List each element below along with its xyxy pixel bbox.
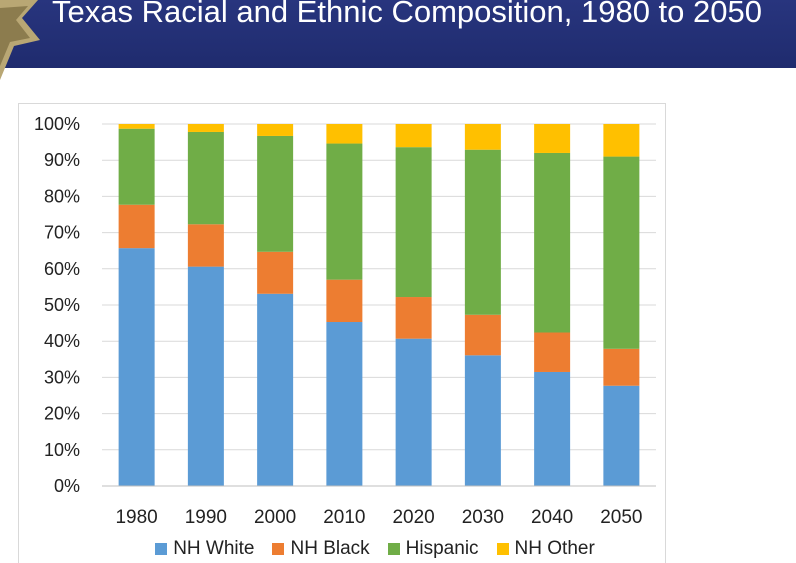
legend-swatch: [272, 543, 285, 555]
legend-item: NH White: [155, 538, 254, 560]
y-tick-label: 100%: [34, 114, 80, 134]
x-tick-label: 1980: [115, 507, 157, 528]
bar-segment-nh-other: [187, 124, 224, 132]
bar-segment-nh-other: [326, 124, 363, 144]
bar-segment-nh-black: [395, 297, 432, 339]
bar-segment-nh-black: [257, 251, 294, 294]
slide-title: Texas Racial and Ethnic Composition, 198…: [52, 0, 762, 29]
legend-label: NH White: [173, 538, 255, 559]
y-tick-label: 30%: [44, 367, 80, 387]
legend-label: NH Other: [514, 538, 595, 559]
star-logo-icon: [0, 0, 40, 80]
bar-segment-nh-white: [464, 355, 501, 486]
chart-frame: [18, 103, 666, 563]
x-tick-label: 2030: [462, 507, 504, 528]
bar-segment-nh-white: [187, 266, 224, 486]
legend-item: NH Other: [496, 538, 595, 560]
stacked-bar-chart: 0% 10% 20% 30% 40% 50% 60% 70% 80% 90% 100% 1980 199…: [34, 114, 656, 528]
x-tick-label: 1990: [185, 507, 227, 528]
bar-segment-nh-other: [534, 124, 571, 153]
bar-segment-nh-black: [464, 314, 501, 356]
bar-segment-nh-black: [603, 348, 640, 386]
y-tick-label: 50%: [44, 295, 80, 315]
bar-segment-nh-white: [118, 248, 155, 486]
legend-swatch: [387, 543, 400, 555]
bar-segment-hispanic: [395, 147, 432, 298]
bar-segment-nh-black: [326, 279, 363, 323]
bar-segment-hispanic: [187, 131, 224, 225]
y-tick-label: 20%: [44, 404, 80, 424]
bar-segment-nh-white: [534, 371, 571, 486]
y-tick-label: 60%: [44, 259, 80, 279]
bar-segment-hispanic: [464, 149, 501, 315]
x-tick-label: 2000: [254, 507, 296, 528]
y-tick-label: 10%: [44, 440, 80, 460]
bar-segment-nh-other: [395, 124, 432, 148]
bar-segment-hispanic: [257, 135, 294, 252]
y-tick-label: 0%: [54, 476, 80, 496]
x-tick-label: 2040: [531, 507, 573, 528]
bar-segment-nh-other: [257, 124, 294, 136]
bar-segment-nh-other: [603, 124, 640, 157]
legend-swatch: [155, 543, 168, 555]
x-tick-label: 2050: [600, 507, 642, 528]
bar-segment-nh-white: [395, 338, 432, 486]
bar-segment-nh-black: [118, 204, 155, 249]
bar-segment-nh-white: [603, 385, 640, 486]
legend-item: NH Black: [272, 538, 370, 560]
x-tick-label: 2010: [323, 507, 365, 528]
bar-segment-hispanic: [534, 152, 571, 333]
legend-label: NH Black: [290, 538, 370, 559]
y-tick-label: 90%: [44, 150, 80, 170]
legend-item: Hispanic: [387, 538, 479, 560]
bar-segment-nh-other: [464, 124, 501, 150]
bar-segment-nh-black: [534, 332, 571, 372]
bar-segment-hispanic: [603, 156, 640, 349]
y-tick-label: 80%: [44, 186, 80, 206]
bar-segment-hispanic: [326, 143, 363, 280]
legend-swatch: [496, 543, 509, 555]
bar-segment-nh-other: [118, 124, 155, 129]
y-tick-label: 40%: [44, 331, 80, 351]
bar-segment-nh-white: [326, 322, 363, 486]
legend-label: Hispanic: [405, 538, 479, 559]
title-banner: Texas Racial and Ethnic Composition, 198…: [0, 0, 796, 68]
bar-segment-nh-black: [187, 224, 224, 267]
x-tick-label: 2020: [392, 507, 434, 528]
y-tick-label: 70%: [44, 223, 80, 243]
bar-segment-nh-white: [257, 293, 294, 486]
bar-segment-hispanic: [118, 128, 155, 205]
chart-legend: NH White NH Black Hispanic NH Other: [0, 536, 720, 562]
